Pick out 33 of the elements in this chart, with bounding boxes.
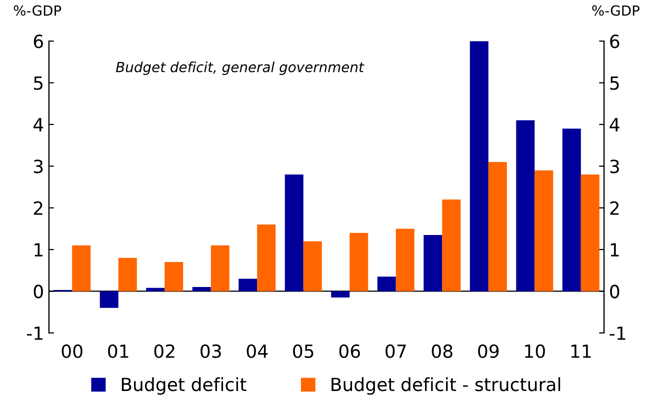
- x-tick-label: 05: [293, 344, 314, 358]
- y2-tick-label: 1: [610, 243, 619, 256]
- y2-tick-label: 4: [610, 118, 620, 132]
- y2-tick-label: 3: [610, 160, 619, 174]
- y-tick-label: 3: [34, 160, 43, 174]
- x-tick-label: 11: [571, 344, 591, 358]
- y2-tick-label: 6: [610, 34, 620, 48]
- annotation: Budget deficit, general government: [116, 62, 364, 75]
- x-tick-label: 10: [525, 344, 545, 358]
- x-tick-label: 09: [478, 344, 499, 358]
- x-tick-label: 04: [246, 344, 268, 358]
- x-tick-label: 02: [154, 344, 174, 358]
- y2-tick-label: 0: [610, 284, 620, 298]
- y2-tick-label: -1: [610, 326, 626, 340]
- x-tick-label: 07: [386, 344, 406, 358]
- y2-tick-label: 5: [610, 76, 619, 90]
- x-tick-label: 06: [339, 344, 360, 358]
- y2-tick-label: 2: [610, 201, 619, 215]
- y-tick-label: 4: [34, 118, 44, 132]
- y-tick-label: 0: [34, 284, 43, 298]
- y-tick-label: 2: [34, 201, 42, 215]
- y2-axis-title: %-GDP: [592, 5, 640, 16]
- y-axis-title: %-GDP: [14, 5, 62, 16]
- y-tick-label: 5: [34, 76, 43, 90]
- x-tick-label: 03: [200, 344, 221, 358]
- y-tick-label: 6: [34, 34, 43, 48]
- x-tick-label: 00: [62, 344, 82, 358]
- legend-label: Budget deficit - structural: [332, 377, 560, 395]
- legend-label: Budget deficit: [122, 377, 246, 395]
- x-tick-label: 01: [108, 344, 128, 358]
- y-tick-label: -1: [26, 326, 42, 340]
- y-tick-label: 1: [34, 243, 42, 256]
- x-tick-label: 08: [432, 344, 452, 358]
